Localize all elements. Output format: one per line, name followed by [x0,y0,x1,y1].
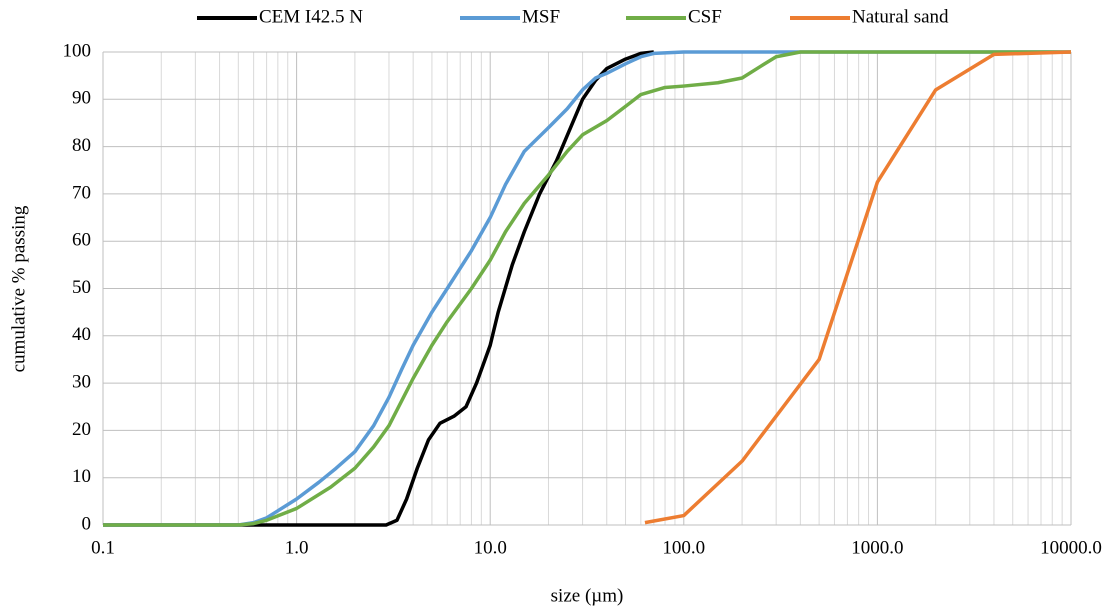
y-tick-label: 0 [82,513,92,534]
series-line [644,50,1072,525]
y-tick-label: 10 [72,466,91,487]
x-tick-label: 1.0 [285,537,309,558]
x-tick-label: 10.0 [474,537,507,558]
x-axis-title: size (µm) [551,585,624,606]
y-tick-label: 90 [72,88,91,109]
y-tick-label: 40 [72,324,91,345]
legend-label: Natural sand [852,6,949,27]
x-tick-label: 100.0 [662,537,705,558]
y-tick-label: 80 [72,135,91,156]
y-tick-label: 100 [63,40,92,61]
x-tick-label: 10000.0 [1040,537,1102,558]
x-tick-label: 1000.0 [851,537,903,558]
y-tick-label: 50 [72,277,91,298]
legend-label: MSF [522,6,560,27]
legend-label: CEM I42.5 N [259,6,363,27]
y-tick-label: 70 [72,182,91,203]
series-line [103,50,1071,527]
y-tick-label: 60 [72,230,91,251]
series-line [103,50,1071,527]
y-tick-label: 30 [72,371,91,392]
series-line [103,50,655,527]
legend-label: CSF [688,6,722,27]
y-axis-title: cumulative % passing [8,205,29,372]
x-tick-label: 0.1 [91,537,115,558]
y-tick-label: 20 [72,419,91,440]
